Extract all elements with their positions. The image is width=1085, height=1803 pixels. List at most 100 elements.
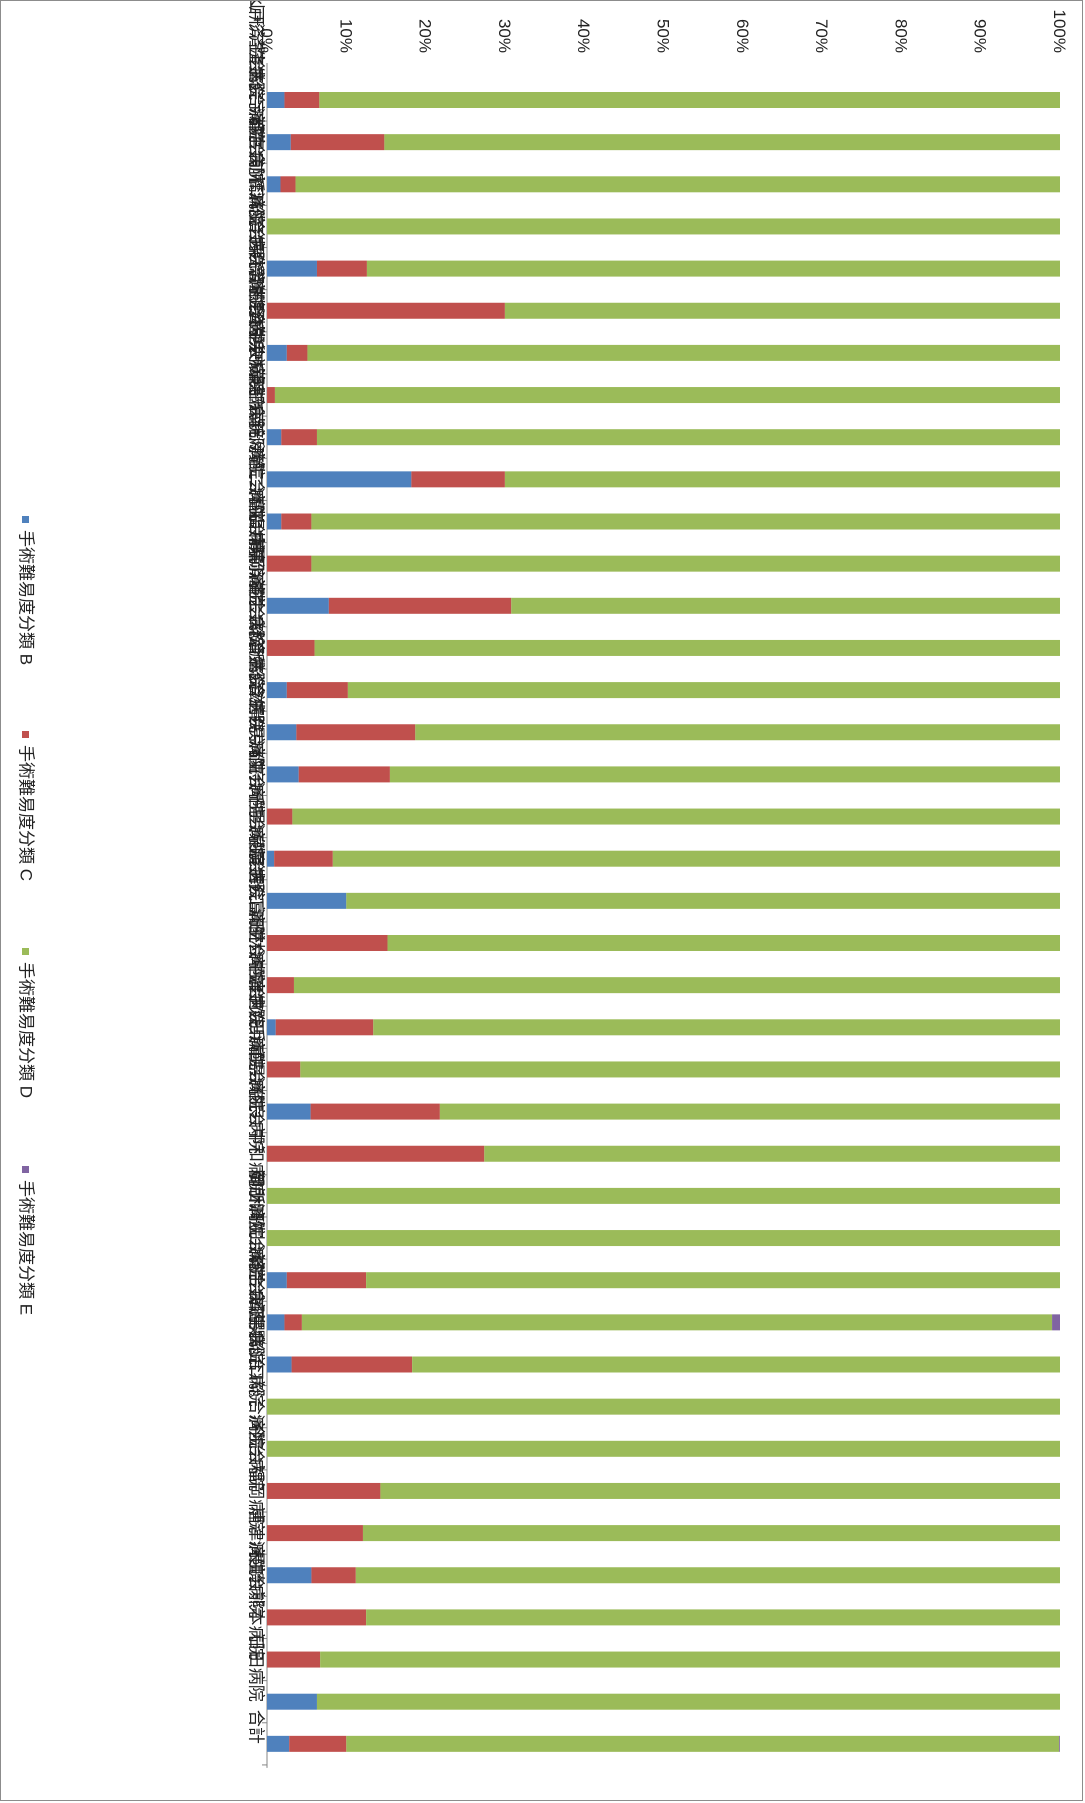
x-tick-label: 100% xyxy=(1050,10,1069,53)
svg-text:済生会栗橋病院: 済生会栗橋病院 xyxy=(247,192,266,311)
svg-text:済生会富山病院: 済生会富山病院 xyxy=(247,445,266,564)
category-label: 済生会奈良病院 xyxy=(247,1035,266,1154)
svg-text:60%: 60% xyxy=(733,19,752,53)
bar-segment xyxy=(316,260,367,277)
bar-segment xyxy=(267,1735,290,1752)
bar-segment xyxy=(301,1314,1053,1331)
bar-segment xyxy=(311,513,1061,530)
bar-segment xyxy=(267,808,293,825)
legend-label: 手術難易度分類 C xyxy=(17,745,36,881)
category-label: 済生会山口総合病院 xyxy=(247,1296,266,1449)
svg-text:80%: 80% xyxy=(891,19,910,53)
bar-segment xyxy=(267,682,287,699)
category-label: 唐津病院 xyxy=(247,1507,267,1575)
svg-text:済生会千里病院: 済生会千里病院 xyxy=(247,740,266,859)
legend-swatch xyxy=(22,1166,29,1173)
bar-segment xyxy=(310,1103,440,1120)
bar-segment xyxy=(267,1693,317,1710)
bar-segment xyxy=(286,682,348,699)
bar-segment xyxy=(300,1061,1060,1078)
category-label: 済生会富田林病院 xyxy=(247,849,266,985)
bar-segment xyxy=(292,808,1061,825)
bar-segment xyxy=(366,260,1061,277)
svg-text:済生会高岡病院: 済生会高岡病院 xyxy=(247,487,266,606)
bar-segment xyxy=(267,302,505,319)
x-tick-label: 90% xyxy=(971,19,990,53)
svg-text:静岡済生会総合病院: 静岡済生会総合病院 xyxy=(247,537,266,690)
svg-text:済生会滋賀県病院: 済生会滋賀県病院 xyxy=(247,638,266,774)
category-label: 済生会福岡病院 xyxy=(247,1414,266,1533)
bar-segment xyxy=(267,176,281,193)
svg-text:済生会中津病院: 済生会中津病院 xyxy=(247,908,266,1027)
bar-segment xyxy=(373,1019,1061,1036)
x-tick-label: 60% xyxy=(733,19,752,53)
legend-swatch xyxy=(22,948,29,955)
svg-text:済生会兵庫県病院: 済生会兵庫県病院 xyxy=(247,976,266,1112)
category-label: 済生会広島病院 xyxy=(247,1246,266,1365)
legend: 手術難易度分類 B 手術難易度分類 C 手術難易度分類 D 手術難易度分類 E xyxy=(17,516,36,1315)
bar-segment xyxy=(504,471,1060,488)
bar-segment xyxy=(281,429,317,446)
bar-segment xyxy=(267,1314,285,1331)
bar-segment xyxy=(267,513,282,530)
svg-text:唐津病院: 唐津病院 xyxy=(247,1507,267,1575)
bar-segment xyxy=(286,344,308,361)
svg-text:済生会下関総合病院: 済生会下関総合病院 xyxy=(247,1254,266,1407)
category-label: 済生会野江病院 xyxy=(247,824,266,943)
bar-segment xyxy=(311,555,1061,572)
bar-segment xyxy=(439,1103,1060,1120)
svg-text:50%: 50% xyxy=(654,19,673,53)
category-label: 福井県済生会病院 xyxy=(247,512,266,648)
bar-segment xyxy=(267,134,291,151)
svg-text:済生会山形済生病院: 済生会山形済生病院 xyxy=(247,1,266,100)
bar-segment xyxy=(267,1230,1060,1247)
category-labels: 済生会山形済生病院水戸済生会総合病院済生会宇都宮病院済生会前橋病院済生会川口総合… xyxy=(247,1,267,1744)
bar-segment xyxy=(281,513,312,530)
bar-segment xyxy=(267,1061,301,1078)
bar-segment xyxy=(328,597,512,614)
svg-text:100%: 100% xyxy=(1050,10,1069,53)
bar-segment xyxy=(291,1356,413,1373)
svg-text:長崎病院: 長崎病院 xyxy=(247,1549,266,1617)
legend-label: 手術難易度分類 D xyxy=(17,962,36,1098)
svg-text:40%: 40% xyxy=(574,19,593,53)
bar-segment xyxy=(366,1609,1060,1626)
category-label: 済生会泉尾病院 xyxy=(247,782,266,901)
bar-segment xyxy=(316,1693,1061,1710)
svg-text:今治病院: 今治病院 xyxy=(247,1423,266,1491)
svg-text:済生会宇都宮病院: 済生会宇都宮病院 xyxy=(247,48,266,184)
category-label: 日田病院 xyxy=(247,1634,266,1702)
x-tick-label: 30% xyxy=(495,19,514,53)
svg-text:10%: 10% xyxy=(336,19,355,53)
bar-segment xyxy=(267,1103,311,1120)
bar-segment xyxy=(355,1567,1060,1584)
x-tick-label: 0% xyxy=(257,28,276,53)
svg-text:手術難易度分類 E: 手術難易度分類 E xyxy=(17,1180,36,1315)
bar-segment xyxy=(415,724,1060,741)
bar-segment xyxy=(289,1735,347,1752)
x-tick-label: 80% xyxy=(891,19,910,53)
bar-segment xyxy=(267,1187,1060,1204)
category-label: 御所病院 xyxy=(247,1170,266,1238)
bar-segment xyxy=(284,92,320,108)
category-label: 合計 xyxy=(247,1710,266,1744)
category-label: 済生会吹田病院 xyxy=(247,950,266,1069)
svg-text:済生会泉尾病院: 済生会泉尾病院 xyxy=(247,782,266,901)
bar-segment xyxy=(332,850,1061,867)
category-label: 済生会中津病院 xyxy=(247,908,266,1027)
bar-segment xyxy=(267,977,294,994)
svg-text:30%: 30% xyxy=(495,19,514,53)
bar-segment xyxy=(346,1735,1060,1752)
bar-segment xyxy=(267,471,412,488)
bar-segment xyxy=(286,1272,367,1289)
bar-segment xyxy=(346,892,1060,909)
bar-segment xyxy=(267,387,275,404)
category-label: 長崎病院 xyxy=(247,1549,266,1617)
category-label: 水戸済生会総合病院 xyxy=(247,1,266,142)
x-tick-label: 40% xyxy=(574,19,593,53)
category-label: 済生会富山病院 xyxy=(247,445,266,564)
bar-segment xyxy=(412,1356,1060,1373)
category-label: 和歌山病院 xyxy=(247,1195,266,1280)
